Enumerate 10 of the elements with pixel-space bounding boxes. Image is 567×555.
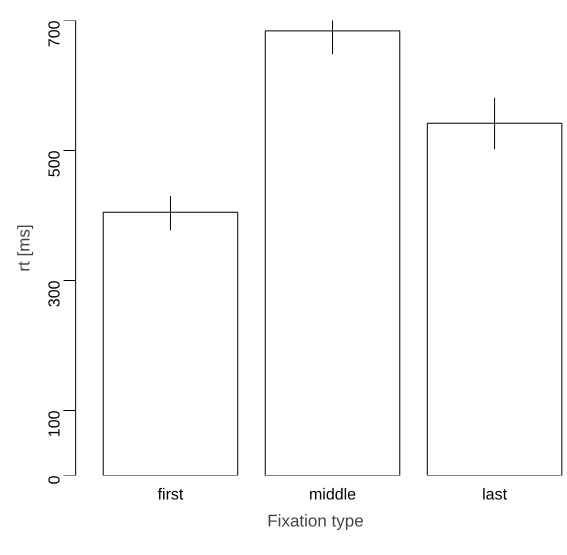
y-tick-label: 500 <box>46 150 64 178</box>
y-axis-title: rt [ms] <box>14 224 34 272</box>
x-tick-label: first <box>158 486 184 504</box>
x-tick-label: last <box>482 486 508 504</box>
x-axis-title: Fixation type <box>267 512 364 530</box>
x-tick-label: middle <box>308 486 356 504</box>
y-tick-label: 100 <box>46 410 64 438</box>
y-tick-label: 700 <box>46 20 64 48</box>
y-tick-label: 0 <box>46 475 64 484</box>
y-tick-label: 300 <box>46 280 64 308</box>
